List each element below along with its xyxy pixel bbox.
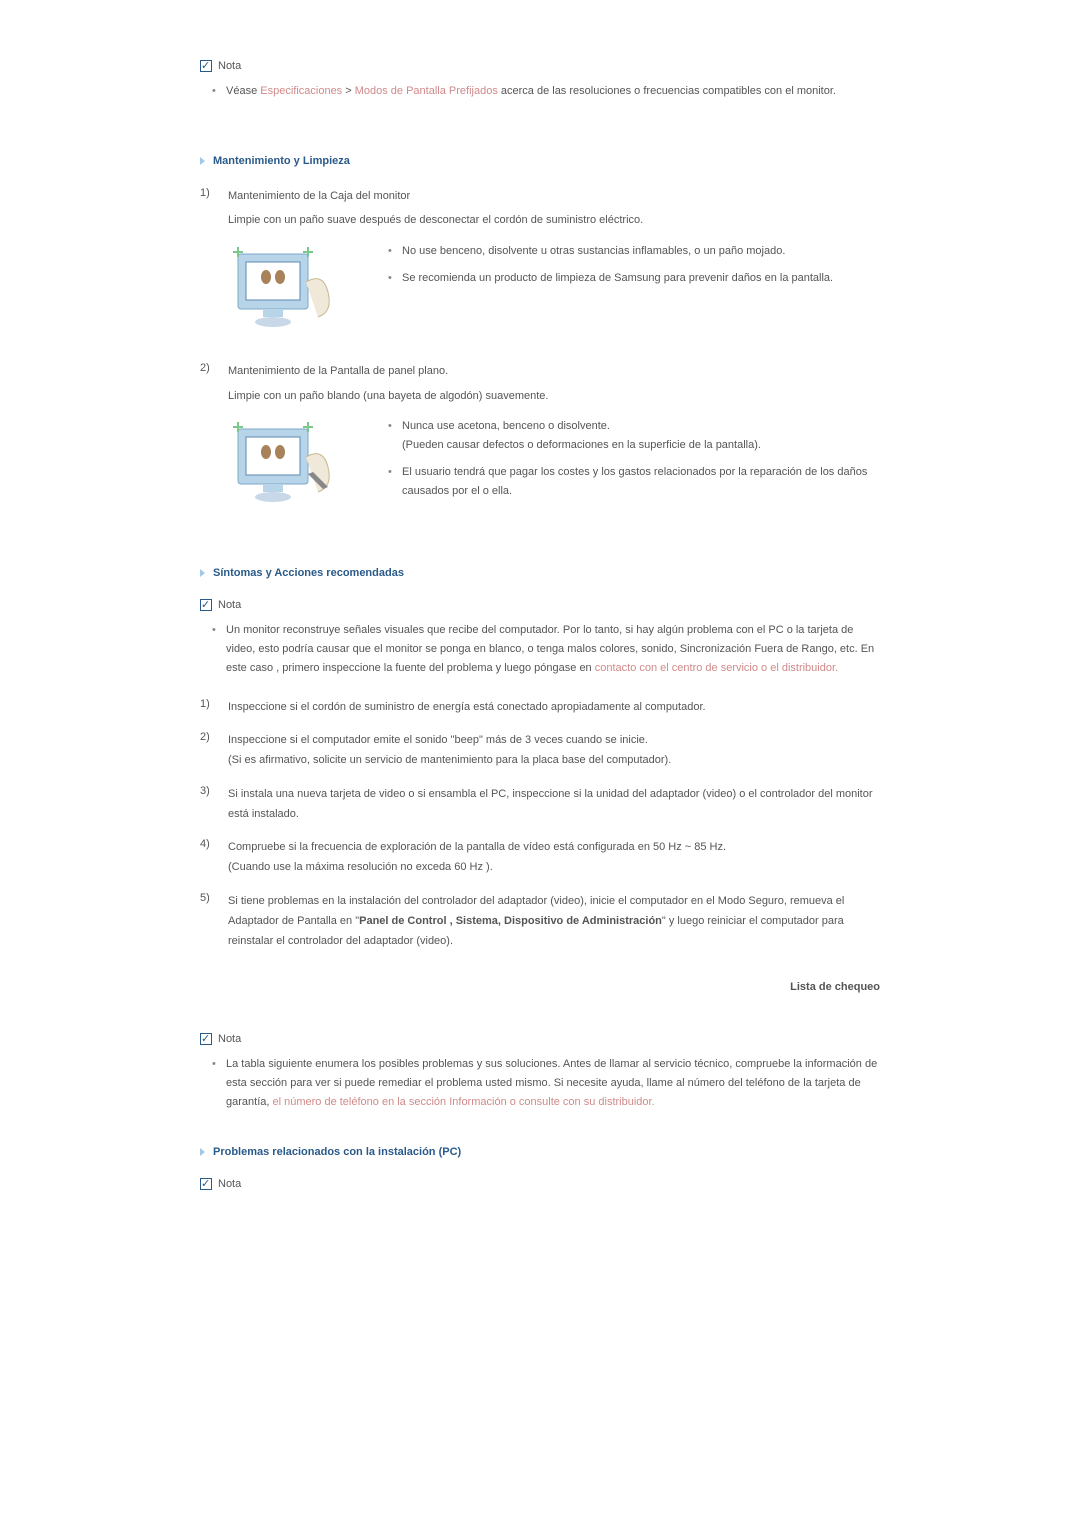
section-header-sintomas: Síntomas y Acciones recomendadas [200,567,880,579]
num: 5) [200,892,214,951]
list-item: 1) Inspeccione si el cordón de suministr… [200,698,880,718]
list-item: 2) Inspeccione si el computador emite el… [200,731,880,771]
bullet: Se recomienda un producto de limpieza de… [388,269,880,288]
checklist-title: Lista de chequeo [200,981,880,993]
note-header: Nota [200,599,880,611]
item-1: 1) Mantenimiento de la Caja del monitor [200,187,880,206]
note-item: Un monitor reconstruye señales visuales … [212,621,880,677]
note-label: Nota [218,1178,241,1190]
arrow-icon [200,569,205,577]
check-icon [200,60,212,72]
link-modos[interactable]: Modos de Pantalla Prefijados [355,85,498,97]
txt: Inspeccione si el cordón de suministro d… [228,698,706,718]
section-header-problemas: Problemas relacionados con la instalació… [200,1146,880,1158]
maint-bullets-1: No use benceno, disolvente u otras susta… [388,242,880,295]
list-item: 3) Si instala una nueva tarjeta de video… [200,785,880,825]
num: 1) [200,698,214,718]
link-especificaciones[interactable]: Especificaciones [260,85,342,97]
txt: Inspeccione si el computador emite el so… [228,731,671,771]
note-label: Nota [218,599,241,611]
note-item: Véase Especificaciones > Modos de Pantal… [212,82,880,101]
num: 1) [200,187,214,206]
item-subtext: Limpie con un paño blando (una bayeta de… [200,387,880,406]
note-text-suffix: acerca de las resoluciones o frecuencias… [498,85,836,97]
note-sep: > [342,85,355,97]
note-header: Nota [200,60,880,72]
txt-b: (Cuando use la máxima resolución no exce… [228,861,493,873]
bullet: El usuario tendrá que pagar los costes y… [388,463,880,500]
item-2: 2) Mantenimiento de la Pantalla de panel… [200,362,880,381]
link-contacto[interactable]: contacto con el centro de servicio o el … [595,662,838,674]
item-title: Mantenimiento de la Pantalla de panel pl… [228,362,448,381]
bullet-text: Nunca use acetona, benceno o disolvente. [402,420,610,432]
arrow-icon [200,157,205,165]
numbered-list: 1) Inspeccione si el cordón de suministr… [200,698,880,952]
monitor-illustration [228,417,348,517]
note-text-prefix: Véase [226,85,260,97]
txt-b: (Si es afirmativo, solicite un servicio … [228,754,671,766]
note-header: Nota [200,1178,880,1190]
num: 4) [200,838,214,878]
check-icon [200,599,212,611]
item-title: Mantenimiento de la Caja del monitor [228,187,410,206]
check-icon [200,1178,212,1190]
list-item: 4) Compruebe si la frecuencia de explora… [200,838,880,878]
list-item: 5) Si tiene problemas en la instalación … [200,892,880,951]
num: 2) [200,362,214,381]
txt-bold: Panel de Control , Sistema, Dispositivo … [359,915,662,927]
section-title: Síntomas y Acciones recomendadas [213,567,404,579]
txt: Si instala una nueva tarjeta de video o … [228,785,880,825]
arrow-icon [200,1148,205,1156]
note-label: Nota [218,1033,241,1045]
num: 3) [200,785,214,825]
section-header-mantenimiento: Mantenimiento y Limpieza [200,155,880,167]
note-header: Nota [200,1033,880,1045]
link-informacion[interactable]: el número de teléfono en la sección Info… [272,1096,654,1108]
section-title: Mantenimiento y Limpieza [213,155,350,167]
note-list: La tabla siguiente enumera los posibles … [200,1055,880,1111]
note-list: Véase Especificaciones > Modos de Pantal… [200,82,880,101]
note-item: La tabla siguiente enumera los posibles … [212,1055,880,1111]
item-subtext: Limpie con un paño suave después de desc… [200,211,880,230]
txt: Compruebe si la frecuencia de exploració… [228,838,726,878]
maint-block-2: Nunca use acetona, benceno o disolvente.… [200,417,880,517]
txt: Si tiene problemas en la instalación del… [228,892,880,951]
bullet-text-b: (Pueden causar defectos o deformaciones … [402,439,761,451]
monitor-illustration [228,242,348,342]
maint-bullets-2: Nunca use acetona, benceno o disolvente.… [388,417,880,508]
maint-block-1: No use benceno, disolvente u otras susta… [200,242,880,342]
note-list: Un monitor reconstruye señales visuales … [200,621,880,677]
section-title: Problemas relacionados con la instalació… [213,1146,461,1158]
txt-a: Compruebe si la frecuencia de exploració… [228,841,726,853]
check-icon [200,1033,212,1045]
txt-a: Inspeccione si el computador emite el so… [228,734,648,746]
bullet: Nunca use acetona, benceno o disolvente.… [388,417,880,454]
note-label: Nota [218,60,241,72]
num: 2) [200,731,214,771]
bullet: No use benceno, disolvente u otras susta… [388,242,880,261]
